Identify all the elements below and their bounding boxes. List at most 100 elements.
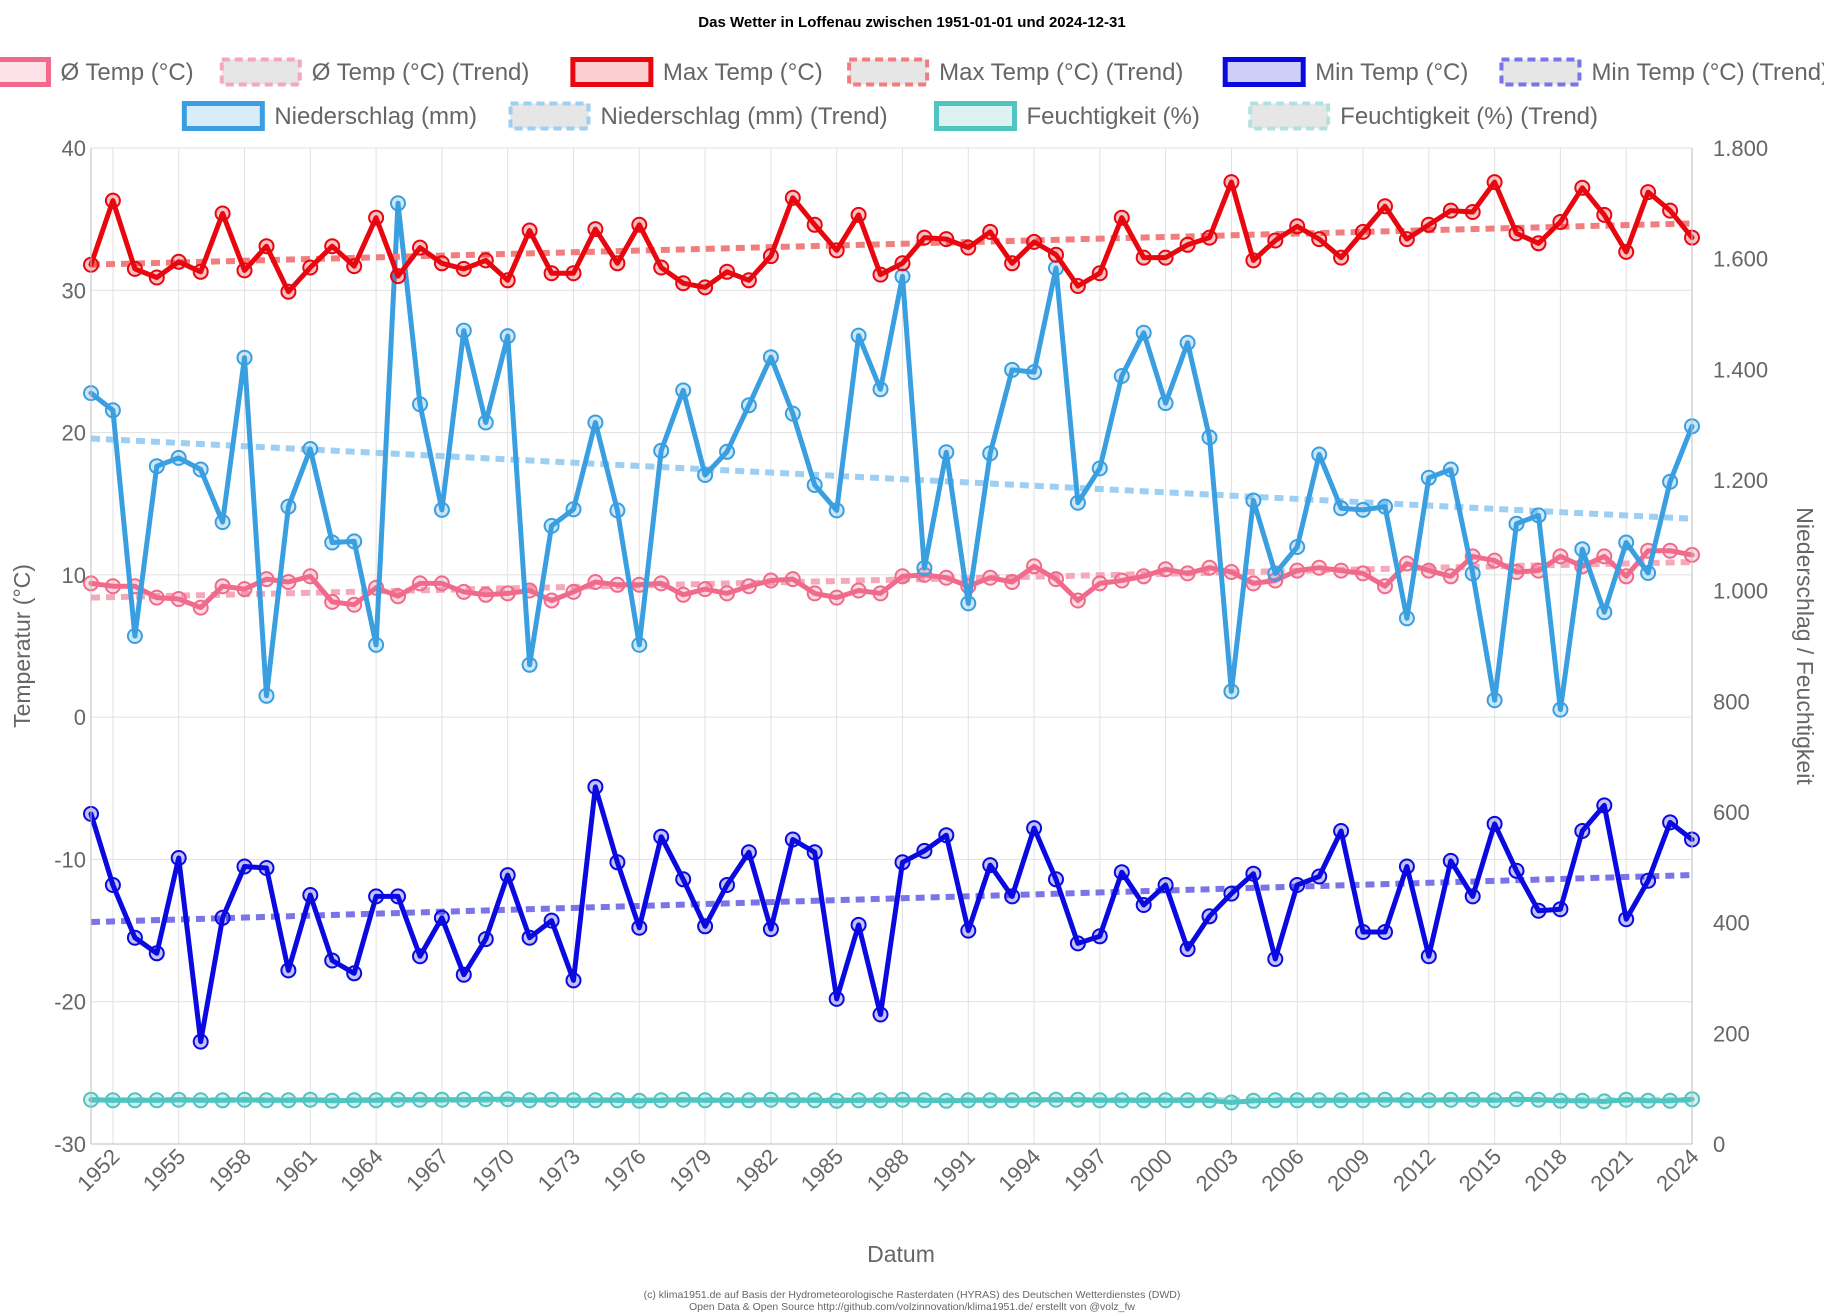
data-point[interactable] <box>499 585 516 602</box>
data-point[interactable] <box>631 216 648 233</box>
legend-item-min-temp-c-trend[interactable]: Min Temp (°C) (Trend) <box>1499 57 1824 87</box>
data-point[interactable] <box>784 571 801 588</box>
data-point[interactable] <box>302 568 319 585</box>
data-point[interactable] <box>850 327 867 344</box>
data-point[interactable] <box>1289 539 1306 555</box>
data-point[interactable] <box>587 414 604 431</box>
data-point[interactable] <box>1157 1092 1174 1109</box>
data-point[interactable] <box>368 209 385 226</box>
data-point[interactable] <box>433 1091 450 1108</box>
data-point[interactable] <box>653 1092 670 1109</box>
data-point[interactable] <box>828 502 845 519</box>
data-point[interactable] <box>346 596 363 613</box>
data-point[interactable] <box>1289 562 1306 579</box>
data-point[interactable] <box>1113 1092 1130 1109</box>
data-point[interactable] <box>1662 202 1679 219</box>
data-point[interactable] <box>543 592 560 609</box>
data-point[interactable] <box>916 842 933 859</box>
data-point[interactable] <box>455 322 472 339</box>
data-point[interactable] <box>521 1092 538 1109</box>
data-point[interactable] <box>784 1092 801 1109</box>
data-point[interactable] <box>214 205 231 222</box>
data-point[interactable] <box>126 1092 143 1109</box>
data-point[interactable] <box>1245 492 1262 509</box>
data-point[interactable] <box>236 581 253 598</box>
data-point[interactable] <box>1026 364 1043 381</box>
data-point[interactable] <box>1004 574 1021 590</box>
data-point[interactable] <box>1574 823 1591 839</box>
data-point[interactable] <box>1026 820 1043 837</box>
data-point[interactable] <box>740 578 757 595</box>
data-point[interactable] <box>1223 564 1240 580</box>
data-point[interactable] <box>587 778 604 795</box>
data-point[interactable] <box>412 396 428 413</box>
data-point[interactable] <box>806 585 823 602</box>
data-point[interactable] <box>1398 858 1415 875</box>
data-point[interactable] <box>1069 592 1086 609</box>
data-point[interactable] <box>1618 568 1635 585</box>
data-point[interactable] <box>1289 1092 1306 1109</box>
data-point[interactable] <box>982 857 999 874</box>
data-point[interactable] <box>258 1092 275 1109</box>
data-point[interactable] <box>455 583 472 600</box>
data-point[interactable] <box>762 1091 779 1108</box>
data-point[interactable] <box>1486 815 1503 832</box>
data-point[interactable] <box>719 877 735 893</box>
data-point[interactable] <box>214 909 231 926</box>
data-point[interactable] <box>433 909 450 926</box>
data-point[interactable] <box>1574 179 1591 196</box>
data-point[interactable] <box>236 858 253 875</box>
data-point[interactable] <box>1113 572 1130 589</box>
data-point[interactable] <box>302 259 319 276</box>
data-point[interactable] <box>653 442 670 459</box>
data-point[interactable] <box>1245 865 1262 882</box>
data-point[interactable] <box>1640 184 1657 201</box>
data-point[interactable] <box>719 585 735 602</box>
data-point[interactable] <box>565 265 582 282</box>
data-point[interactable] <box>719 263 735 280</box>
data-point[interactable] <box>762 349 779 366</box>
data-point[interactable] <box>762 572 779 589</box>
data-point[interactable] <box>1530 902 1547 919</box>
data-point[interactable] <box>982 445 999 462</box>
data-point[interactable] <box>1486 1092 1503 1109</box>
data-point[interactable] <box>1442 1091 1459 1108</box>
data-point[interactable] <box>916 560 933 576</box>
data-point[interactable] <box>1398 1092 1415 1109</box>
data-point[interactable] <box>346 1092 363 1109</box>
data-point[interactable] <box>214 578 231 595</box>
data-point[interactable] <box>280 1092 297 1109</box>
data-point[interactable] <box>368 636 385 653</box>
data-point[interactable] <box>982 1092 999 1109</box>
data-point[interactable] <box>192 599 209 616</box>
data-point[interactable] <box>938 444 955 461</box>
data-point[interactable] <box>1091 265 1108 282</box>
data-point[interactable] <box>1662 473 1679 490</box>
data-point[interactable] <box>1179 334 1196 351</box>
data-point[interactable] <box>719 1092 735 1109</box>
data-point[interactable] <box>872 1092 889 1109</box>
data-point[interactable] <box>675 1091 692 1108</box>
data-point[interactable] <box>1596 797 1613 814</box>
data-point[interactable] <box>938 827 955 844</box>
data-point[interactable] <box>1574 1092 1591 1109</box>
data-point[interactable] <box>455 966 472 983</box>
data-point[interactable] <box>675 586 692 603</box>
data-point[interactable] <box>477 1091 494 1108</box>
data-point[interactable] <box>1377 578 1393 595</box>
data-point[interactable] <box>477 931 494 948</box>
data-point[interactable] <box>565 501 582 518</box>
data-point[interactable] <box>697 279 714 296</box>
data-point[interactable] <box>1508 225 1525 242</box>
data-point[interactable] <box>828 990 845 1007</box>
data-point[interactable] <box>1530 235 1547 252</box>
data-point[interactable] <box>960 595 977 612</box>
data-point[interactable] <box>1552 901 1569 918</box>
data-point[interactable] <box>1596 604 1613 621</box>
data-point[interactable] <box>1442 461 1459 478</box>
data-point[interactable] <box>1311 559 1328 576</box>
data-point[interactable] <box>302 1091 319 1108</box>
data-point[interactable] <box>1662 814 1679 831</box>
data-point[interactable] <box>1201 229 1218 246</box>
data-point[interactable] <box>477 414 494 431</box>
